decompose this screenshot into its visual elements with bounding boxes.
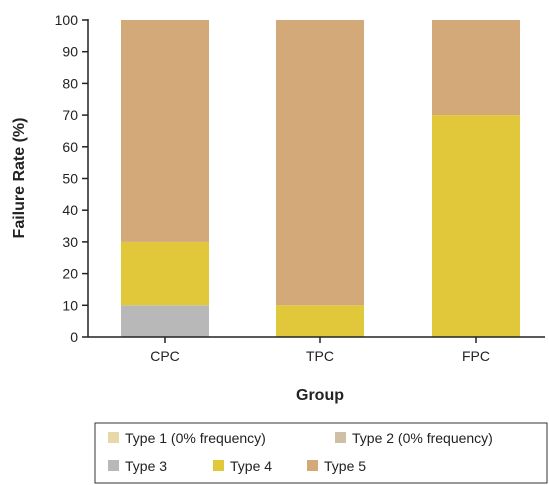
legend-items: Type 1 (0% frequency) Type 2 (0% frequenc…: [108, 430, 493, 474]
bar-segment: [432, 115, 520, 337]
legend-swatch: [213, 460, 224, 471]
x-tick-label: CPC: [150, 348, 180, 364]
legend-label: Type 2 (0% frequency): [352, 430, 493, 446]
legend-frame: [94, 422, 548, 484]
x-tick-label: TPC: [306, 348, 334, 364]
y-tick-label: 90: [62, 44, 78, 60]
legend: Type 1 (0% frequency) Type 2 (0% frequenc…: [94, 422, 548, 484]
x-tick-label: FPC: [462, 348, 490, 364]
bar-segment: [432, 20, 520, 116]
bar-segment: [121, 305, 209, 337]
y-tick-label: 60: [62, 139, 78, 155]
bar-segment: [276, 305, 364, 337]
bar-segment: [121, 20, 209, 242]
legend-label: Type 3: [125, 458, 167, 474]
y-tick-label: 40: [62, 202, 78, 218]
bars-layer: [121, 20, 520, 337]
x-tick-labels: CPC TPC FPC: [150, 337, 490, 364]
y-ticks: 0 10 20 30 40 50 60 70 80 90 100: [55, 12, 88, 345]
bar-segment: [276, 20, 364, 306]
y-tick-label: 100: [55, 12, 79, 28]
legend-swatch: [108, 432, 119, 443]
y-tick-label: 80: [62, 75, 78, 91]
y-tick-label: 20: [62, 266, 78, 282]
x-axis-title: Group: [296, 387, 344, 404]
y-axis-title: Failure Rate (%): [11, 118, 28, 239]
y-tick-label: 50: [62, 171, 78, 187]
legend-label: Type 5: [324, 458, 366, 474]
legend-swatch: [335, 432, 346, 443]
legend-swatch: [108, 460, 119, 471]
bar-segment: [121, 241, 209, 306]
y-tick-label: 70: [62, 107, 78, 123]
legend-label: Type 4: [230, 458, 272, 474]
y-tick-label: 10: [62, 297, 78, 313]
legend-swatch: [307, 460, 318, 471]
y-tick-label: 0: [70, 329, 78, 345]
legend-label: Type 1 (0% frequency): [125, 430, 266, 446]
y-tick-label: 30: [62, 234, 78, 250]
